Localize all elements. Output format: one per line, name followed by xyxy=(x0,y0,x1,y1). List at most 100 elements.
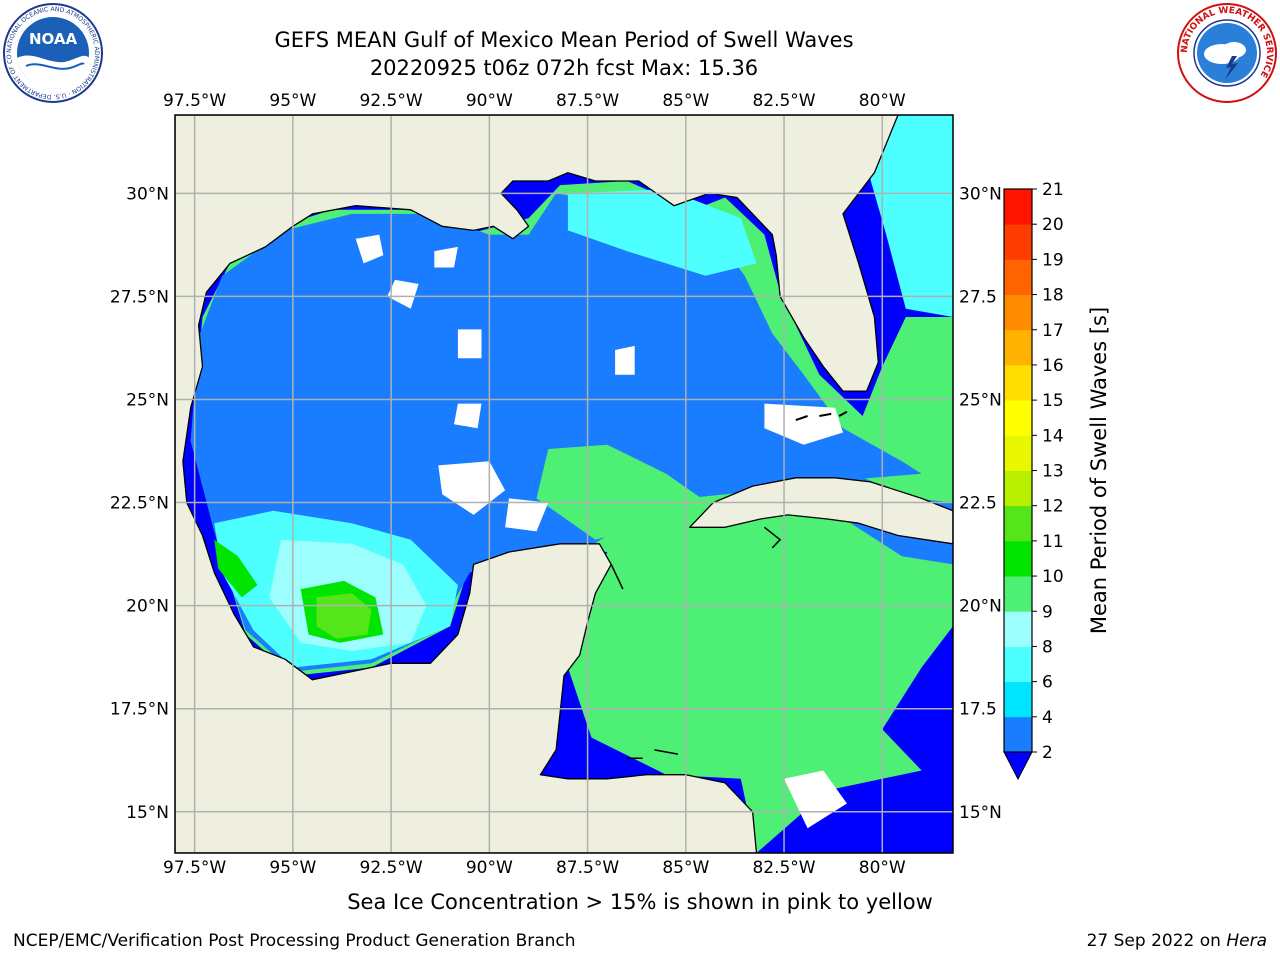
small-island-0 xyxy=(610,564,624,590)
y-tick-label-right: 15°N xyxy=(959,803,1002,823)
x-tick-label-top: 90°W xyxy=(466,91,513,111)
x-tick-label-top: 82.5°W xyxy=(752,91,815,111)
colorbar-label: Mean Period of Swell Waves [s] xyxy=(1087,307,1111,634)
colorbar-segment-3 xyxy=(1004,611,1032,647)
colorbar-segment-8 xyxy=(1004,435,1032,471)
contour-region-8 xyxy=(567,189,757,276)
contour-region-9 xyxy=(862,115,953,317)
x-tick-label-bottom: 90°W xyxy=(466,858,513,878)
colorbar-extend-min xyxy=(1003,751,1033,781)
y-tick-label-left: 30°N xyxy=(126,184,169,204)
colorbar-segment-2 xyxy=(1004,646,1032,683)
no-data-patch-2 xyxy=(457,329,482,359)
chart-title: GEFS MEAN Gulf of Mexico Mean Period of … xyxy=(274,28,854,52)
contour-region-7 xyxy=(536,444,702,540)
x-tick-label-bottom: 92.5°W xyxy=(360,858,423,878)
chart-subtitle: 20220925 t06z 072h fcst Max: 15.36 xyxy=(369,56,759,80)
map-axes: 97.5°W 97.5°W 95°W 95°W 92.5°W 92.5°W 90°W 90°W… xyxy=(110,91,1002,878)
colorbar-tick-label: 10 xyxy=(1042,567,1064,587)
colorbar-segment-5 xyxy=(1004,540,1032,577)
map-frame xyxy=(174,114,954,854)
x-tick-label-top: 85°W xyxy=(662,91,709,111)
y-tick-label-left: 27.5°N xyxy=(110,287,169,307)
y-tick-label-right: 17.5 xyxy=(959,700,997,720)
x-tick-label-bottom: 82.5°W xyxy=(752,858,815,878)
x-tick-label-top: 95°W xyxy=(269,91,316,111)
colorbar-tick-label: 21 xyxy=(1042,180,1064,200)
map-content xyxy=(175,115,953,853)
no-data-patch-10 xyxy=(784,770,847,829)
no-data-patch-6 xyxy=(505,498,549,532)
no-data-patch-8 xyxy=(615,345,635,375)
colorbar-tick-label: 16 xyxy=(1042,356,1064,376)
no-data-patch-1 xyxy=(434,246,458,268)
colorbar-segment-9 xyxy=(1004,400,1032,436)
colorbar-tick-label: 2 xyxy=(1042,743,1053,763)
y-tick-label-left: 25°N xyxy=(126,390,169,410)
sea-ice-note: Sea Ice Concentration > 15% is shown in … xyxy=(347,890,933,914)
y-tick-label-left: 20°N xyxy=(126,597,169,617)
x-tick-label-top: 80°W xyxy=(859,91,906,111)
x-tick-label-bottom: 87.5°W xyxy=(556,858,619,878)
colorbar-tick-label: 20 xyxy=(1042,215,1064,235)
key-island-1 xyxy=(819,412,832,417)
colorbar-segment-11 xyxy=(1004,329,1032,366)
small-island-2 xyxy=(654,749,679,755)
key-island-0 xyxy=(838,410,848,417)
x-tick-label-top: 92.5°W xyxy=(360,91,423,111)
colorbar-tick-label: 17 xyxy=(1042,321,1064,341)
contour-region-6 xyxy=(214,539,258,598)
colorbar-segment-4 xyxy=(1004,576,1032,612)
colorbar-tick-label: 13 xyxy=(1042,462,1064,482)
colorbar: 2 4 6 8 9 10 11 12 13 14 15 16 17 18 19 20 21 Mean Period… xyxy=(1003,180,1111,781)
y-tick-label-right: 25°N xyxy=(959,390,1002,410)
noaa-logo-icon: NOAA NATIONAL OCEANIC AND ATMOSPHERIC AD… xyxy=(2,2,103,103)
map-area xyxy=(175,115,953,853)
x-tick-label-top: 87.5°W xyxy=(556,91,619,111)
colorbar-tick-label: 9 xyxy=(1042,602,1053,622)
y-tick-label-right: 20°N xyxy=(959,597,1002,617)
colorbar-segment-12 xyxy=(1004,294,1032,331)
x-tick-label-bottom: 80°W xyxy=(859,858,906,878)
colorbar-segment-7 xyxy=(1004,470,1032,507)
colorbar-tick-label: 19 xyxy=(1042,250,1064,270)
footer-date: 27 Sep 2022 on Hera xyxy=(1087,931,1267,951)
x-tick-label-top: 97.5°W xyxy=(163,91,226,111)
colorbar-tick-label: 6 xyxy=(1042,673,1053,693)
noaa-logo-lettering: NOAA xyxy=(29,30,78,48)
colorbar-segment-1 xyxy=(1004,681,1032,718)
y-tick-label-right: 22.5 xyxy=(959,494,997,514)
x-tick-label-bottom: 85°W xyxy=(662,858,709,878)
colorbar-tick-label: 15 xyxy=(1042,391,1064,411)
small-island-1 xyxy=(763,526,782,549)
colorbar-tick-label: 11 xyxy=(1042,532,1064,552)
footer-host: Hera xyxy=(1226,931,1267,951)
colorbar-tick-label: 14 xyxy=(1042,426,1064,446)
colorbar-tick-label: 8 xyxy=(1042,637,1053,657)
y-tick-label-right: 27.5 xyxy=(959,287,997,307)
colorbar-segment-14 xyxy=(1004,224,1032,260)
colorbar-tick-label: 18 xyxy=(1042,286,1064,306)
colorbar-tick-label: 4 xyxy=(1042,708,1053,728)
national-weather-service-logo-icon: NATIONAL WEATHER SERVICE xyxy=(1177,3,1277,103)
colorbar-segment-13 xyxy=(1004,259,1032,295)
colorbar-segment-15 xyxy=(1004,189,1032,225)
colorbar-segment-0 xyxy=(1004,716,1032,753)
x-tick-label-bottom: 95°W xyxy=(269,858,316,878)
colorbar-tick-label: 12 xyxy=(1042,497,1064,517)
colorbar-segment-6 xyxy=(1004,505,1032,542)
y-tick-label-right: 30°N xyxy=(959,184,1002,204)
y-tick-label-left: 15°N xyxy=(126,803,169,823)
no-data-patch-3 xyxy=(387,279,419,309)
y-tick-label-left: 17.5°N xyxy=(110,700,169,720)
y-tick-label-left: 22.5°N xyxy=(110,494,169,514)
land-mass-0 xyxy=(175,115,899,853)
no-data-patch-0 xyxy=(355,234,384,264)
x-tick-label-bottom: 97.5°W xyxy=(163,858,226,878)
no-data-patch-5 xyxy=(438,461,506,515)
key-island-2 xyxy=(795,415,808,422)
colorbar-segment-10 xyxy=(1004,364,1032,401)
footer-date-text: 27 Sep 2022 on xyxy=(1086,931,1221,951)
land-mass-1 xyxy=(689,477,953,545)
